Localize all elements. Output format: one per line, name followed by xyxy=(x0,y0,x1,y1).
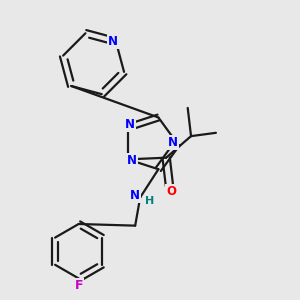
Text: N: N xyxy=(125,118,135,131)
Text: N: N xyxy=(127,154,137,166)
Text: F: F xyxy=(74,279,83,292)
Text: H: H xyxy=(145,196,154,206)
Text: N: N xyxy=(168,136,178,149)
Text: N: N xyxy=(108,35,118,48)
Text: N: N xyxy=(130,189,140,202)
Text: O: O xyxy=(166,185,176,198)
